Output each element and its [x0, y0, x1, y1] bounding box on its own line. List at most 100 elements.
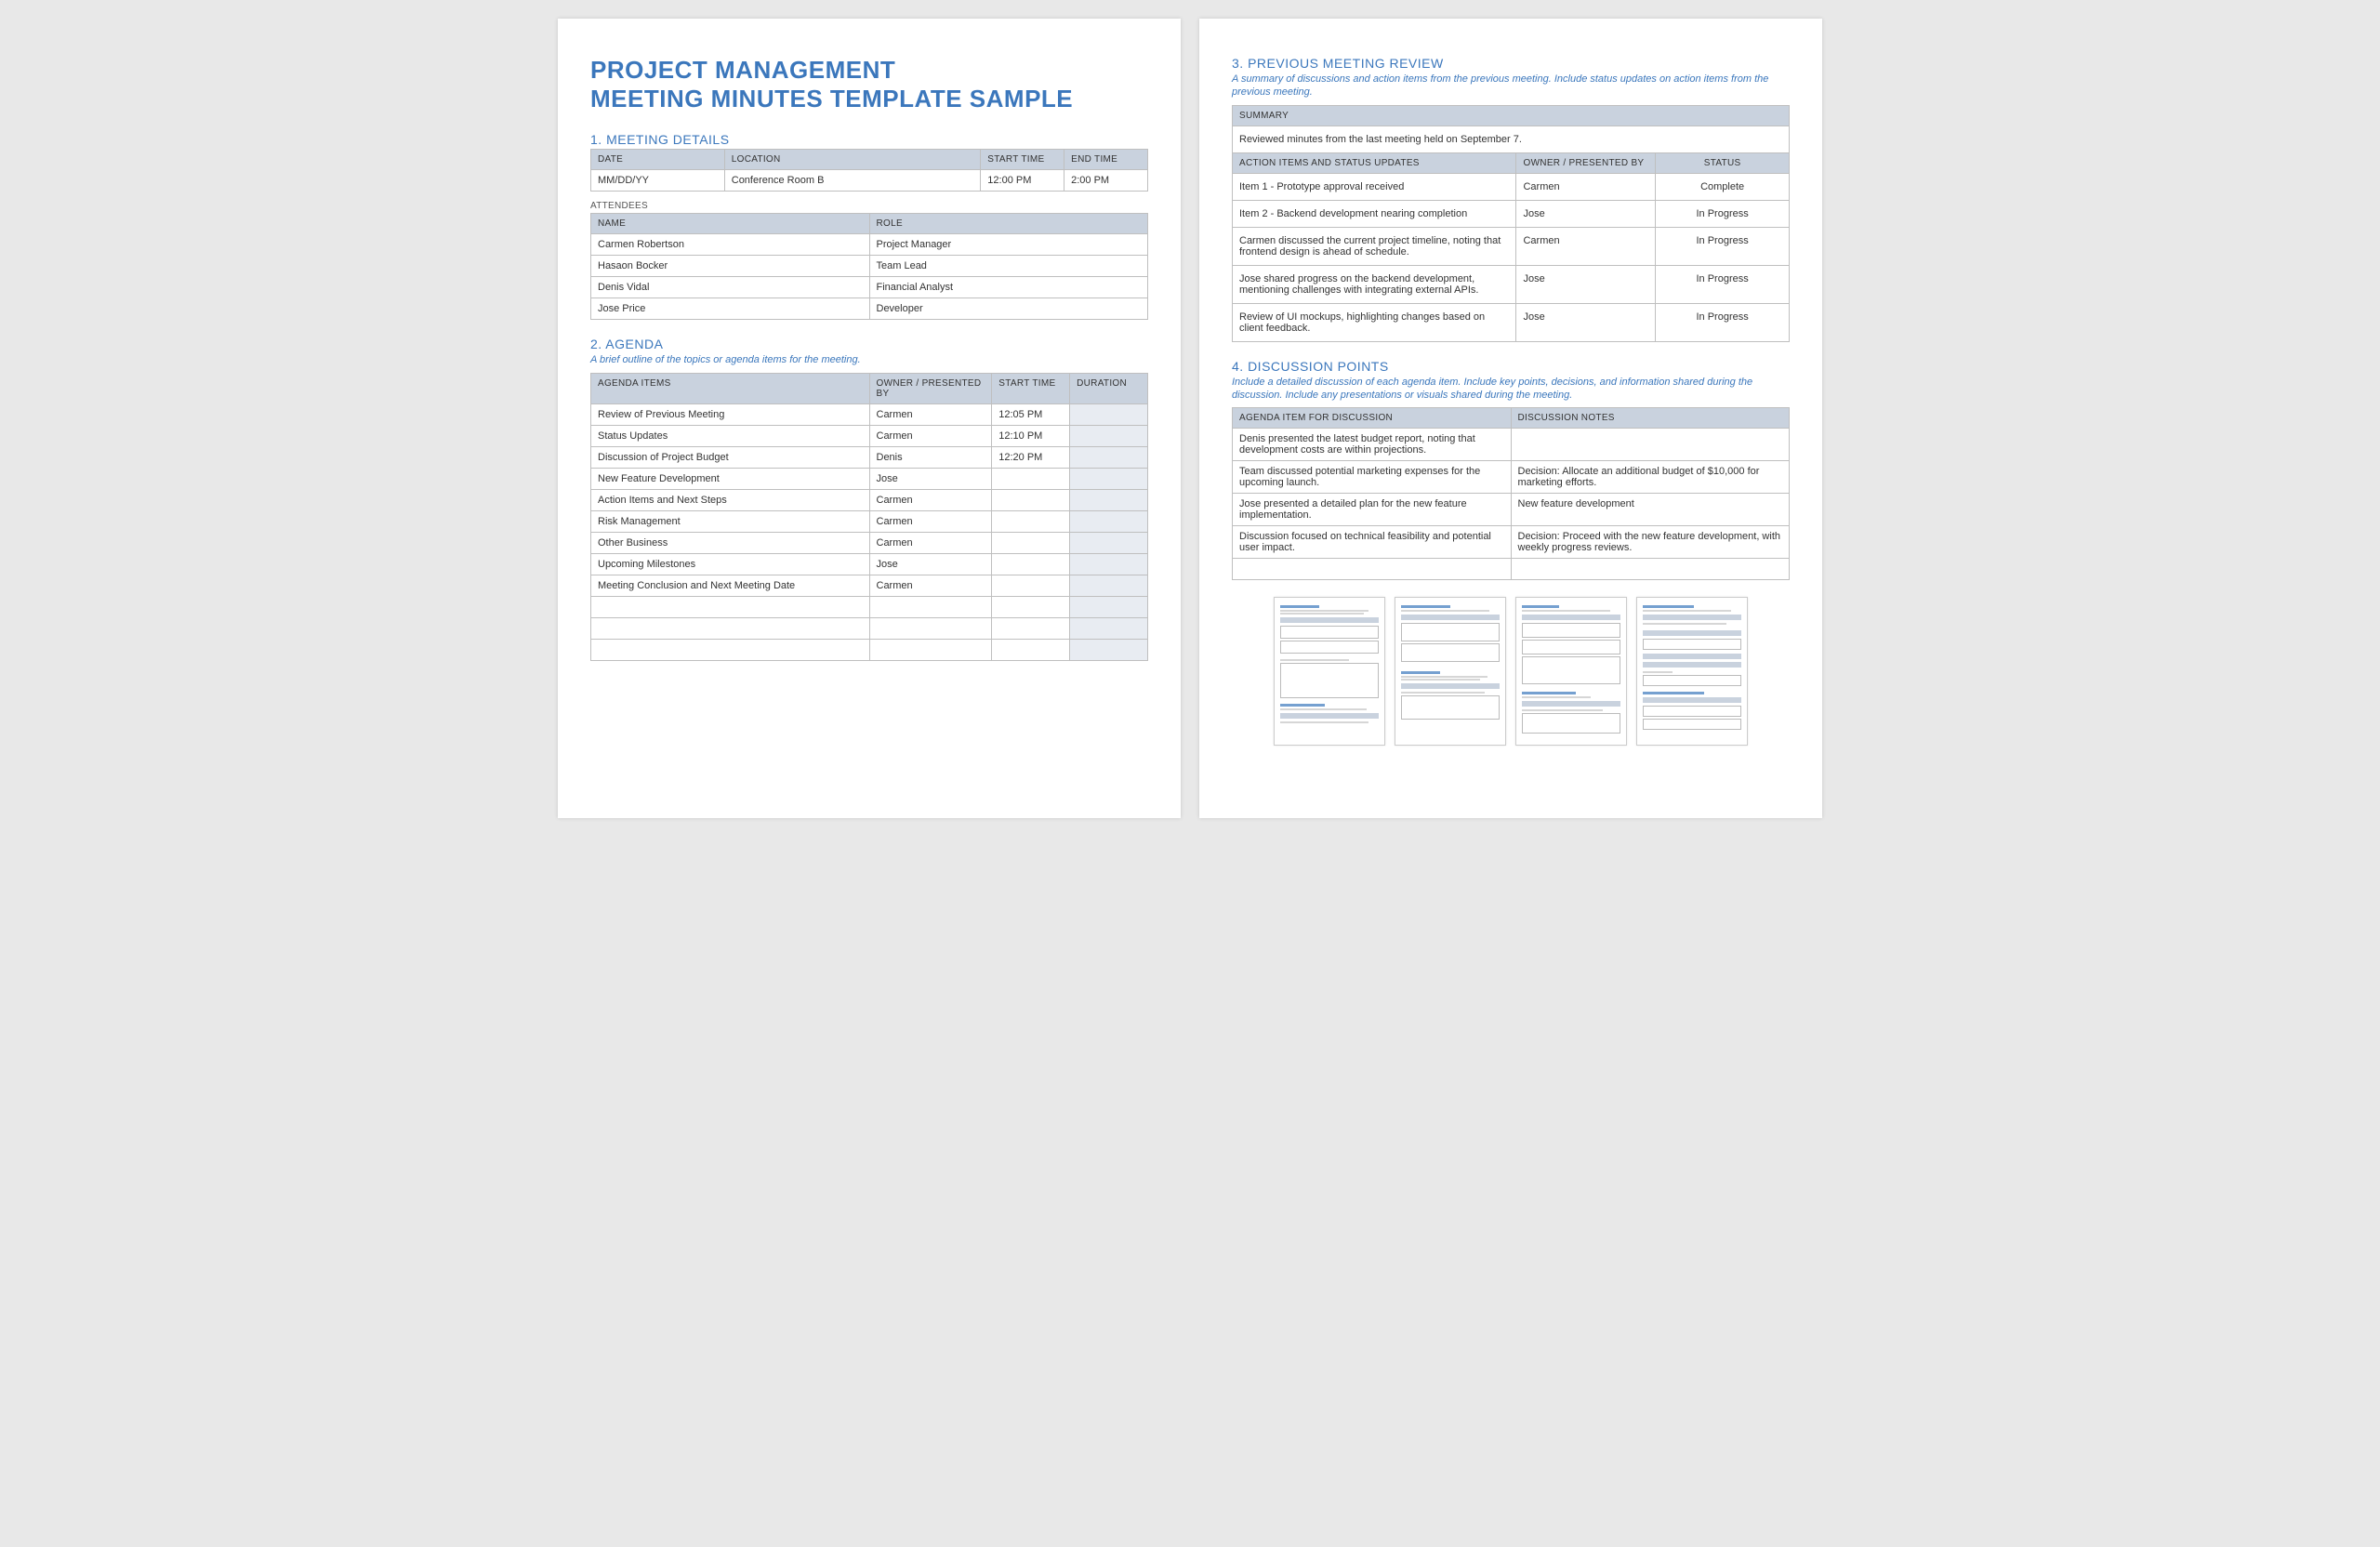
agenda-start: 12:10 PM	[992, 425, 1070, 446]
agenda-item: Meeting Conclusion and Next Meeting Date	[591, 575, 870, 596]
agenda-row: New Feature DevelopmentJose	[591, 468, 1148, 489]
agenda-duration	[1070, 403, 1148, 425]
agenda-duration	[1070, 489, 1148, 510]
agenda-row: Upcoming MilestonesJose	[591, 553, 1148, 575]
agenda-start	[992, 575, 1070, 596]
action-item: Item 1 - Prototype approval received	[1233, 173, 1516, 200]
discussion-row: Denis presented the latest budget report…	[1233, 429, 1790, 461]
agenda-start	[992, 596, 1070, 617]
agenda-row	[591, 617, 1148, 639]
agenda-item: Other Business	[591, 532, 870, 553]
agenda-owner: Denis	[869, 446, 992, 468]
agenda-row: Other BusinessCarmen	[591, 532, 1148, 553]
th-action-item: ACTION ITEMS AND STATUS UPDATES	[1233, 152, 1516, 173]
th-action-owner: OWNER / PRESENTED BY	[1516, 152, 1656, 173]
agenda-owner: Carmen	[869, 510, 992, 532]
discussion-notes: Decision: Allocate an additional budget …	[1511, 461, 1790, 494]
agenda-start: 12:20 PM	[992, 446, 1070, 468]
agenda-duration	[1070, 446, 1148, 468]
action-status: Complete	[1656, 173, 1790, 200]
section-2-desc: A brief outline of the topics or agenda …	[590, 353, 1148, 366]
agenda-owner: Carmen	[869, 425, 992, 446]
discussion-item: Team discussed potential marketing expen…	[1233, 461, 1512, 494]
thumbnail-4	[1636, 597, 1748, 746]
attendee-name: Hasaon Bocker	[591, 256, 870, 277]
discussion-notes	[1511, 559, 1790, 580]
agenda-duration	[1070, 532, 1148, 553]
agenda-row: Discussion of Project BudgetDenis12:20 P…	[591, 446, 1148, 468]
thumbnail-1	[1274, 597, 1385, 746]
attendee-role: Team Lead	[869, 256, 1148, 277]
agenda-item: Discussion of Project Budget	[591, 446, 870, 468]
attendees-label: ATTENDEES	[590, 201, 1148, 211]
agenda-item	[591, 596, 870, 617]
agenda-owner	[869, 596, 992, 617]
cell-date: MM/DD/YY	[591, 170, 725, 192]
action-row: Item 1 - Prototype approval receivedCarm…	[1233, 173, 1790, 200]
section-3-title: 3. PREVIOUS MEETING REVIEW	[1232, 56, 1790, 71]
discussion-item: Jose presented a detailed plan for the n…	[1233, 494, 1512, 526]
action-item: Item 2 - Backend development nearing com…	[1233, 200, 1516, 227]
agenda-owner: Carmen	[869, 489, 992, 510]
agenda-start	[992, 468, 1070, 489]
agenda-owner: Jose	[869, 553, 992, 575]
thumbnail-3	[1515, 597, 1627, 746]
agenda-row	[591, 596, 1148, 617]
agenda-duration	[1070, 596, 1148, 617]
th-location: LOCATION	[724, 150, 981, 170]
meeting-details-row: MM/DD/YY Conference Room B 12:00 PM 2:00…	[591, 170, 1148, 192]
agenda-row: Risk ManagementCarmen	[591, 510, 1148, 532]
th-summary: SUMMARY	[1233, 105, 1790, 126]
attendee-name: Carmen Robertson	[591, 234, 870, 256]
cell-end: 2:00 PM	[1064, 170, 1148, 192]
agenda-duration	[1070, 553, 1148, 575]
discussion-notes: New feature development	[1511, 494, 1790, 526]
thumbnail-2	[1395, 597, 1506, 746]
attendee-row: Carmen RobertsonProject Manager	[591, 234, 1148, 256]
summary-text: Reviewed minutes from the last meeting h…	[1233, 126, 1790, 152]
attendee-role: Project Manager	[869, 234, 1148, 256]
cell-start: 12:00 PM	[981, 170, 1064, 192]
meeting-details-table: DATE LOCATION START TIME END TIME MM/DD/…	[590, 149, 1148, 192]
discussion-notes: Decision: Proceed with the new feature d…	[1511, 526, 1790, 559]
agenda-start	[992, 489, 1070, 510]
action-row: Carmen discussed the current project tim…	[1233, 227, 1790, 265]
action-owner: Carmen	[1516, 173, 1656, 200]
th-action-status: STATUS	[1656, 152, 1790, 173]
action-owner: Jose	[1516, 200, 1656, 227]
attendee-role: Developer	[869, 298, 1148, 320]
action-items-table: ACTION ITEMS AND STATUS UPDATES OWNER / …	[1232, 152, 1790, 342]
th-end: END TIME	[1064, 150, 1148, 170]
section-3-desc: A summary of discussions and action item…	[1232, 73, 1790, 99]
action-status: In Progress	[1656, 265, 1790, 303]
agenda-row: Status UpdatesCarmen12:10 PM	[591, 425, 1148, 446]
agenda-duration	[1070, 468, 1148, 489]
agenda-table: AGENDA ITEMS OWNER / PRESENTED BY START …	[590, 373, 1148, 661]
th-agenda-owner: OWNER / PRESENTED BY	[869, 373, 992, 403]
title-line-1: PROJECT MANAGEMENT	[590, 56, 1148, 85]
th-agenda-duration: DURATION	[1070, 373, 1148, 403]
attendee-row: Jose PriceDeveloper	[591, 298, 1148, 320]
page-1: PROJECT MANAGEMENT MEETING MINUTES TEMPL…	[558, 19, 1181, 818]
attendee-name: Jose Price	[591, 298, 870, 320]
agenda-owner: Jose	[869, 468, 992, 489]
th-start: START TIME	[981, 150, 1064, 170]
agenda-item: Upcoming Milestones	[591, 553, 870, 575]
agenda-owner: Carmen	[869, 403, 992, 425]
agenda-start	[992, 617, 1070, 639]
agenda-row: Action Items and Next StepsCarmen	[591, 489, 1148, 510]
agenda-start: 12:05 PM	[992, 403, 1070, 425]
attendee-row: Hasaon BockerTeam Lead	[591, 256, 1148, 277]
agenda-owner	[869, 639, 992, 660]
th-agenda-start: START TIME	[992, 373, 1070, 403]
agenda-duration	[1070, 617, 1148, 639]
section-2-title: 2. AGENDA	[590, 337, 1148, 351]
agenda-start	[992, 532, 1070, 553]
action-item: Jose shared progress on the backend deve…	[1233, 265, 1516, 303]
section-1-title: 1. MEETING DETAILS	[590, 132, 1148, 147]
agenda-item	[591, 639, 870, 660]
action-item: Carmen discussed the current project tim…	[1233, 227, 1516, 265]
page-thumbnails	[1232, 597, 1790, 746]
discussion-row	[1233, 559, 1790, 580]
discussion-table: AGENDA ITEM FOR DISCUSSION DISCUSSION NO…	[1232, 407, 1790, 580]
